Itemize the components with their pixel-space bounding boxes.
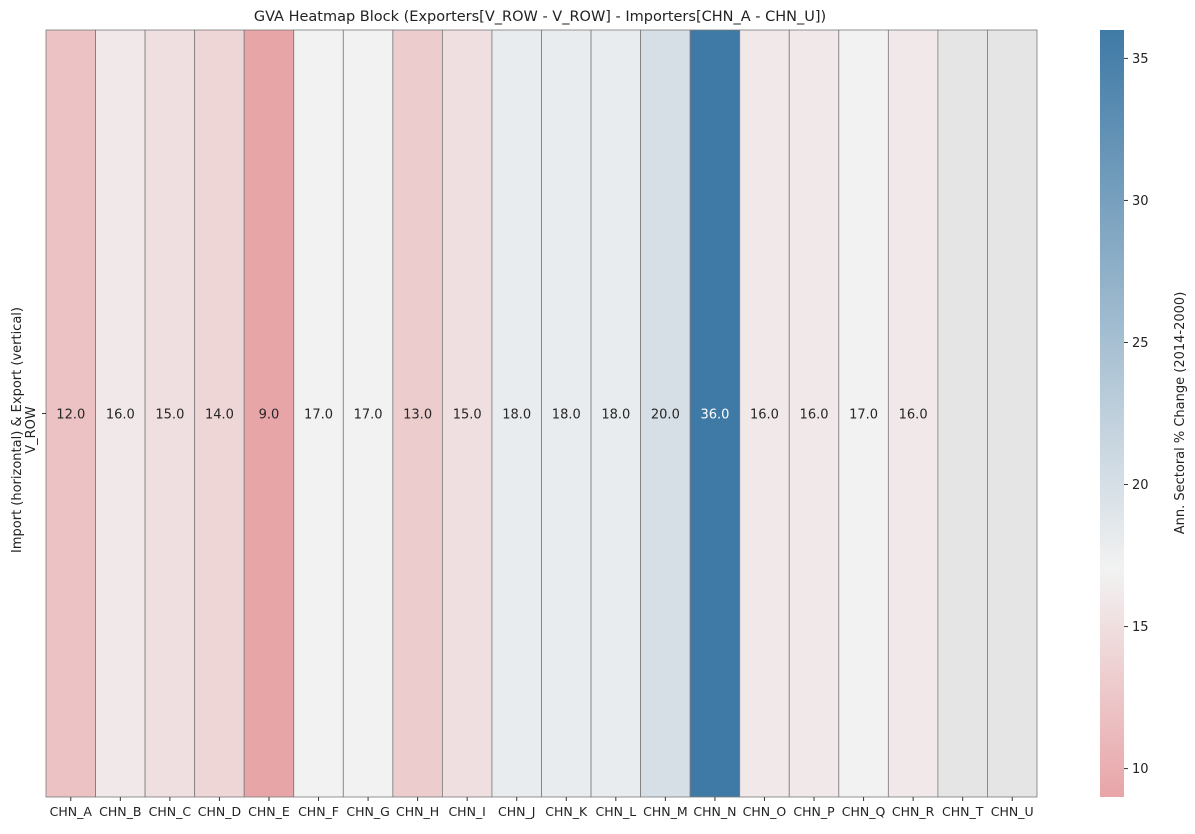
x-tick-label: CHN_H (396, 804, 439, 819)
y-axis-label-line-2: V_ROW (24, 406, 39, 454)
chart-title: GVA Heatmap Block (Exporters[V_ROW - V_R… (254, 9, 826, 25)
heatmap-cell (590, 29, 641, 798)
x-tick-label: CHN_M (643, 804, 688, 819)
x-tick-label: CHN_U (991, 804, 1034, 819)
x-axis-ticks: CHN_A CHN_B CHN_C CHN_D CHN_E CHN_F CHN_G CHN_H… (42, 413, 1034, 819)
x-tick-label: CHN_D (198, 804, 241, 819)
cell-value-labels: 12.0 16.0 15.0 14.0 9.0 17.0 17.0 13.0 15.0 18.0 1… (56, 408, 927, 423)
y-axis-label-line-1: Import (horizontal) & Export (vertical) (10, 307, 25, 553)
x-tick-label: CHN_L (595, 804, 636, 819)
heatmap-cell (144, 29, 196, 798)
cell-value-label: 13.0 (403, 408, 432, 423)
cell-value-label: 9.0 (259, 408, 280, 423)
x-tick-label: CHN_F (298, 804, 339, 819)
y-axis-label: Import (horizontal) & Export (vertical) … (10, 307, 39, 553)
heatmap-cell (194, 29, 245, 798)
cell-value-label: 15.0 (155, 408, 184, 423)
x-tick-label: CHN_N (693, 804, 736, 819)
cell-value-label: 18.0 (601, 408, 630, 423)
colorbar-tick-label: 15 (1132, 620, 1149, 635)
heatmap-cell (739, 29, 790, 798)
colorbar-ticks: 10 15 20 25 30 35 (1124, 52, 1149, 777)
cell-value-label: 16.0 (899, 408, 928, 423)
colorbar-tick-label: 30 (1132, 194, 1149, 209)
heatmap-cell (491, 29, 542, 798)
cell-value-label: 18.0 (552, 408, 581, 423)
x-tick-label: CHN_E (248, 804, 290, 819)
colorbar-tick-label: 35 (1132, 52, 1149, 67)
heatmap-cell (392, 29, 443, 798)
cell-value-label: 12.0 (56, 408, 85, 423)
heatmap-cell (243, 29, 295, 798)
x-tick-label: CHN_C (149, 804, 192, 819)
x-tick-label: CHN_B (99, 804, 141, 819)
cell-value-label: 16.0 (750, 408, 779, 423)
cell-value-label: 16.0 (106, 408, 135, 423)
heatmap-cell (95, 29, 146, 798)
heatmap-cell (45, 29, 96, 798)
cell-value-label: 18.0 (502, 408, 531, 423)
x-tick-label: CHN_T (942, 804, 984, 819)
x-tick-label: CHN_J (498, 804, 535, 819)
x-tick-label: CHN_O (743, 804, 787, 819)
x-tick-label: CHN_G (346, 804, 389, 819)
colorbar-tick-label: 10 (1132, 762, 1149, 777)
cell-value-label: 17.0 (304, 408, 333, 423)
heatmap-cell (788, 29, 840, 798)
x-tick-label: CHN_I (448, 804, 485, 819)
cell-value-label: 17.0 (849, 408, 878, 423)
heatmap-cell (987, 29, 1038, 798)
cell-value-label: 20.0 (651, 408, 680, 423)
cell-value-label: 14.0 (205, 408, 234, 423)
heatmap-cell (640, 29, 691, 798)
x-tick-label: CHN_P (793, 804, 835, 819)
cell-value-label: 15.0 (453, 408, 482, 423)
cell-value-label: 16.0 (800, 408, 829, 423)
x-tick-label: CHN_A (50, 804, 93, 819)
colorbar-tick-label: 20 (1132, 478, 1149, 493)
colorbar (1100, 30, 1124, 797)
cell-value-label: 17.0 (354, 408, 383, 423)
cell-value-label: 36.0 (700, 408, 729, 423)
x-tick-label: CHN_R (892, 804, 935, 819)
x-tick-label: CHN_Q (842, 804, 886, 819)
colorbar-tick-label: 25 (1132, 336, 1149, 351)
heatmap-cell (293, 29, 344, 798)
heatmap-cells (45, 29, 1038, 798)
heatmap-cell (937, 29, 988, 798)
x-tick-label: CHN_K (545, 804, 588, 819)
heatmap-cell (887, 29, 939, 798)
heatmap-cell (689, 29, 741, 798)
heatmap-cell (838, 29, 889, 798)
colorbar-label: Ann. Sectoral % Change (2014-2000) (1173, 292, 1188, 535)
